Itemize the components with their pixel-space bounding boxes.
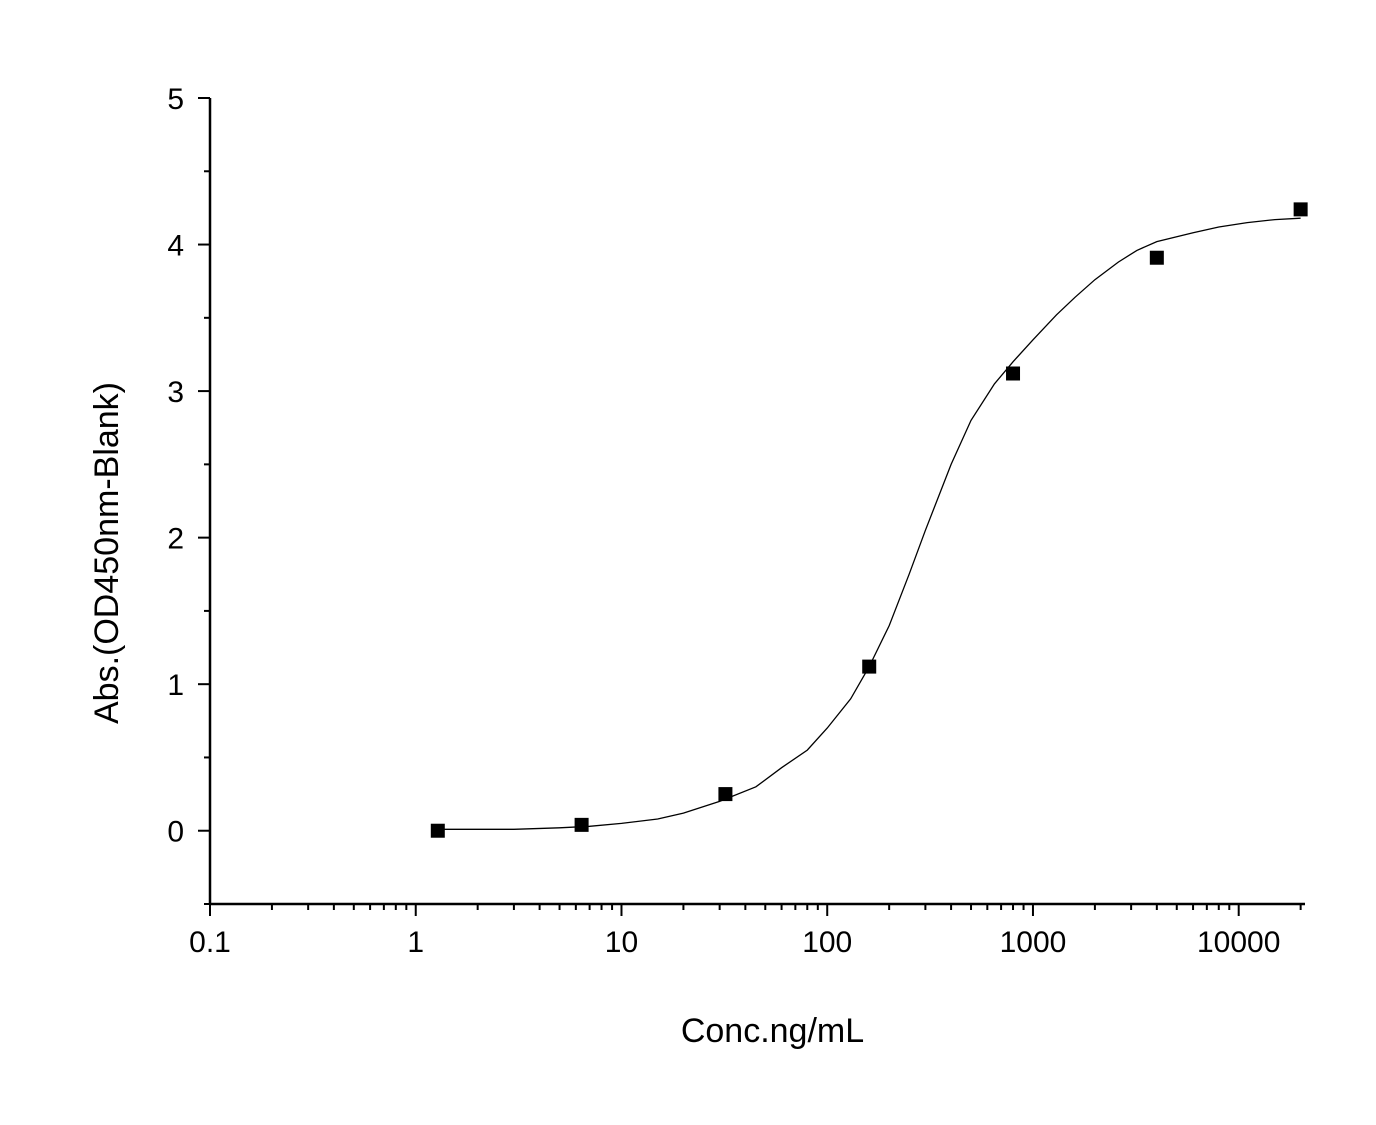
y-axis-title: Abs.(OD450nm-Blank) bbox=[88, 382, 126, 724]
data-point-marker bbox=[1293, 202, 1308, 217]
x-tick-label: 100 bbox=[802, 926, 852, 959]
data-point-marker bbox=[718, 787, 733, 802]
y-tick-label: 5 bbox=[167, 83, 184, 116]
y-tick-label: 1 bbox=[167, 669, 184, 702]
x-tick-label: 0.1 bbox=[189, 926, 231, 959]
x-tick-label: 10 bbox=[605, 926, 638, 959]
y-tick-label: 3 bbox=[167, 376, 184, 409]
fit-curve-line bbox=[437, 217, 1301, 830]
data-point-marker bbox=[1149, 250, 1164, 265]
x-tick-label: 1000 bbox=[1000, 926, 1067, 959]
data-points bbox=[430, 202, 1308, 838]
data-point-marker bbox=[862, 659, 877, 674]
data-point-marker bbox=[574, 817, 589, 832]
x-tick-label: 1 bbox=[407, 926, 424, 959]
y-tick-label: 4 bbox=[167, 230, 184, 263]
ticks: 0 1 2 3 4 5 0.1 1 10 100 1000 10000 bbox=[167, 83, 1302, 959]
axes bbox=[208, 98, 1305, 906]
x-axis-title: Conc.ng/mL bbox=[681, 1012, 864, 1050]
data-point-marker bbox=[430, 823, 445, 838]
fit-curve-layer bbox=[437, 217, 1301, 830]
y-tick-label: 0 bbox=[167, 816, 184, 849]
x-tick-label: 10000 bbox=[1197, 926, 1280, 959]
data-point-marker bbox=[1006, 366, 1021, 381]
y-tick-label: 2 bbox=[167, 523, 184, 556]
